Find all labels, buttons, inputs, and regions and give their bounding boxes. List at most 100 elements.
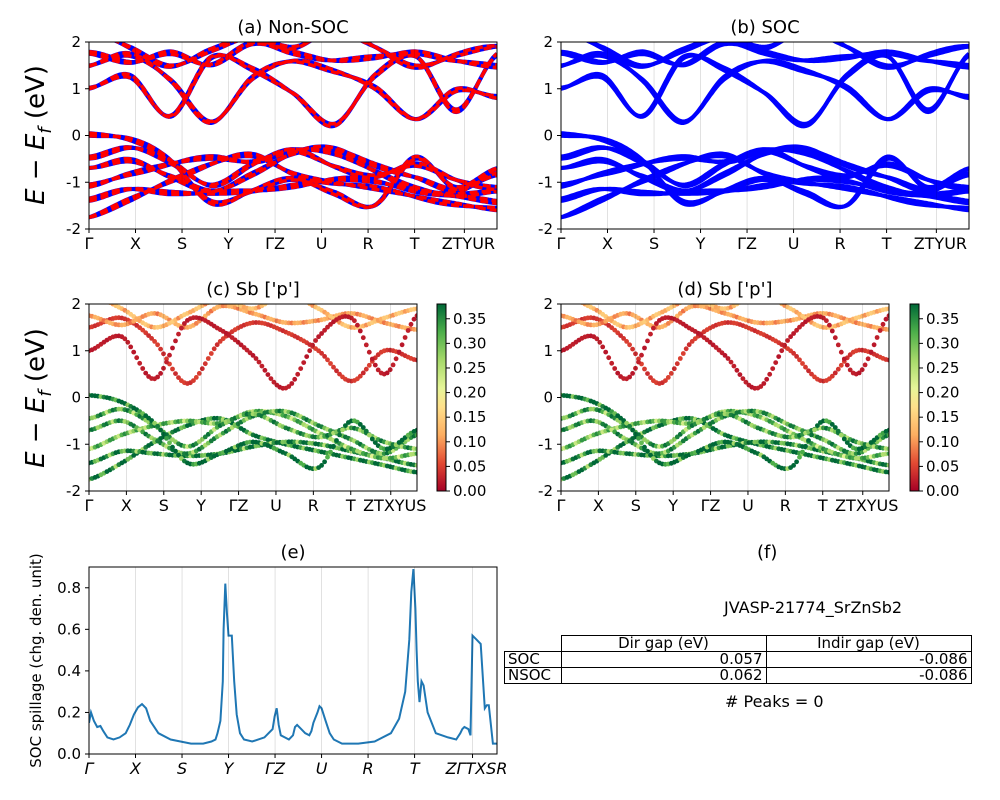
x-tick-label: ZTXYUS: [363, 496, 426, 515]
weight-point: [196, 371, 202, 376]
nsoc-dir-gap: 0.062: [560, 667, 767, 684]
weight-point: [835, 428, 841, 434]
weight-point: [722, 353, 728, 358]
weight-point: [800, 449, 805, 455]
weight-point: [886, 432, 889, 438]
weight-point: [740, 376, 746, 381]
y-tick-label: 2: [543, 295, 553, 313]
weight-point: [93, 294, 98, 299]
y-tick-label: 0: [543, 389, 553, 407]
weight-point: [597, 339, 603, 345]
weight-point: [193, 375, 199, 380]
weight-point: [322, 459, 327, 465]
weight-point: [639, 440, 644, 446]
weight-point: [665, 375, 671, 380]
x-tick-label: ZΓTXSR: [445, 759, 508, 778]
y-tick-label: -1: [66, 435, 81, 453]
weight-point: [642, 345, 647, 351]
weight-point: [829, 328, 835, 334]
gap-table: Dir gap (eV) Indir gap (eV) SOC 0.057 -0…: [504, 635, 972, 684]
y-tick-label: 1: [71, 80, 81, 98]
weight-point: [158, 427, 164, 433]
weight-point: [355, 322, 360, 328]
weight-point: [334, 368, 339, 374]
weight-point: [734, 304, 740, 307]
x-tick-label: Γ: [85, 496, 94, 515]
weight-point: [301, 298, 306, 303]
weight-point: [606, 355, 612, 361]
weight-point: [399, 342, 405, 348]
x-tick-label: ΓZ: [701, 496, 721, 515]
weight-point: [366, 362, 372, 368]
weight-point: [334, 438, 339, 443]
weight-point: [375, 367, 381, 373]
weight-point: [734, 367, 740, 373]
weight-point: [414, 313, 417, 319]
weight-point: [363, 428, 369, 434]
x-tick-label: Y: [224, 759, 235, 778]
weight-point: [161, 351, 166, 357]
band-line: [586, 42, 969, 70]
weight-point: [871, 342, 877, 348]
colorbar-tick-label: 0.35: [926, 310, 959, 328]
weight-point: [143, 370, 149, 376]
nsoc-indir-gap: -0.086: [765, 667, 972, 684]
weight-point: [268, 376, 274, 381]
weight-point: [360, 335, 366, 341]
band-line: [113, 42, 497, 68]
weight-point: [737, 372, 743, 377]
weight-point: [743, 379, 749, 385]
weight-point: [414, 427, 417, 433]
weight-point: [292, 376, 298, 382]
weight-point: [782, 342, 787, 348]
panel-f-title: (f): [757, 542, 778, 563]
weight-point: [574, 297, 579, 302]
weight-point: [414, 432, 417, 438]
weight-point: [794, 354, 799, 359]
x-tick-label: Γ: [557, 496, 566, 515]
weight-point: [396, 349, 402, 355]
weight-point: [414, 327, 417, 333]
weight-point: [262, 367, 268, 373]
x-tick-label: Y: [223, 234, 234, 253]
colorbar-tick-label: 0.10: [453, 433, 486, 451]
weight-point: [841, 436, 847, 442]
weight-point: [877, 328, 883, 333]
x-tick-label: ZTYUR: [442, 234, 495, 253]
x-tick-label: ΓZ: [265, 759, 286, 778]
weight-point: [824, 318, 829, 324]
weight-point: [815, 423, 820, 428]
weight-point: [289, 381, 295, 386]
weight-point: [161, 365, 166, 371]
weight-point: [633, 351, 638, 357]
weight-point: [128, 344, 134, 350]
colorbar-tick-label: 0.10: [926, 433, 959, 451]
y-tick-label: -2: [538, 482, 553, 500]
weight-point: [202, 304, 208, 307]
weight-point: [886, 462, 889, 468]
weight-point: [202, 361, 208, 367]
x-tick-label: R: [780, 496, 791, 515]
weight-point: [125, 339, 131, 345]
weight-point: [648, 452, 653, 458]
weight-point: [767, 371, 773, 377]
weight-point: [773, 298, 778, 303]
weight-point: [411, 316, 417, 322]
y-tick-label: -2: [66, 220, 81, 238]
weight-point: [559, 292, 564, 297]
weight-point: [827, 322, 832, 328]
y-tick-label: 2: [71, 295, 81, 313]
colorbar-tick-label: 0.20: [926, 384, 959, 402]
weight-point: [152, 420, 158, 426]
weight-point: [859, 367, 865, 373]
weight-point: [322, 327, 327, 333]
x-tick-label: ΓZ: [229, 496, 249, 515]
weight-point: [835, 342, 841, 348]
weight-point: [360, 425, 366, 430]
weight-point: [96, 295, 101, 300]
weight-point: [414, 451, 417, 456]
weight-point: [639, 352, 644, 358]
weight-point: [313, 338, 318, 343]
x-tick-label: S: [177, 234, 187, 253]
weight-point: [648, 331, 653, 337]
